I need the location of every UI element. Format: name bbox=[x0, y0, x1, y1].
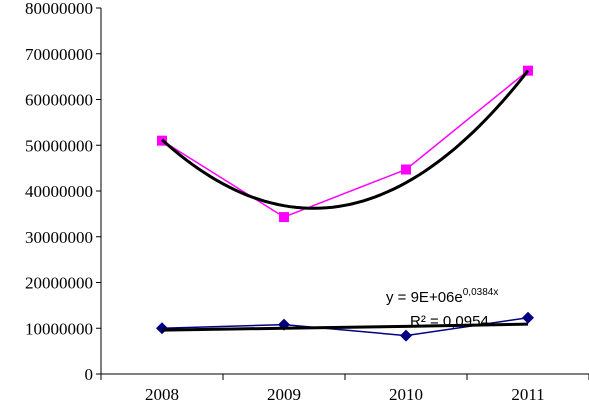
x-tick-label: 2010 bbox=[389, 385, 423, 404]
y-tick-label: 0 bbox=[85, 365, 94, 384]
trend-r-squared: R² = 0,0954 bbox=[410, 313, 489, 330]
y-tick-label: 70000000 bbox=[25, 45, 93, 64]
trend-equation-exponent: 0,0384x bbox=[463, 287, 499, 298]
trendline-layer bbox=[161, 69, 530, 332]
y-tick-labels: 0 10000000 20000000 30000000 40000000 5000000… bbox=[25, 0, 101, 384]
series-2-point bbox=[522, 311, 534, 324]
trendline-2 bbox=[161, 322, 529, 332]
y-tick-label: 20000000 bbox=[25, 274, 93, 293]
trendline-annotation: y = 9E+06e0,0384x R² = 0,0954 bbox=[386, 287, 498, 330]
trendline-1 bbox=[161, 69, 530, 210]
y-tick-label: 60000000 bbox=[25, 91, 93, 110]
y-tick-label: 10000000 bbox=[25, 319, 93, 338]
y-tick-label: 80000000 bbox=[25, 0, 93, 18]
x-tick-labels: 2008 2009 2010 2011 bbox=[100, 374, 589, 404]
x-tick-label: 2011 bbox=[511, 385, 544, 404]
x-tick-label: 2009 bbox=[267, 385, 301, 404]
y-tick-label: 40000000 bbox=[25, 182, 93, 201]
series-1-point bbox=[401, 164, 411, 175]
series-1-point bbox=[279, 212, 289, 223]
series-2-point bbox=[156, 322, 168, 335]
series-2-point bbox=[400, 329, 412, 342]
series-1-line bbox=[161, 70, 529, 218]
trend-equation: y = 9E+06e0,0384x bbox=[386, 287, 498, 306]
series-layer bbox=[156, 65, 534, 342]
series-1-point bbox=[523, 65, 533, 76]
y-tick-label: 30000000 bbox=[25, 228, 93, 247]
x-tick-label: 2008 bbox=[145, 385, 179, 404]
trend-equation-prefix: y = 9E+06e bbox=[386, 289, 463, 306]
y-tick-label: 50000000 bbox=[25, 136, 93, 155]
